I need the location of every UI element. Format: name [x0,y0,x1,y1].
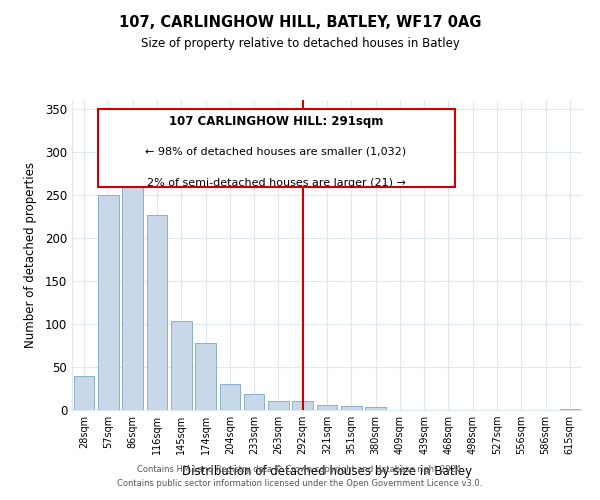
Bar [98,194,119,410]
Bar [292,400,313,410]
Bar [560,409,580,410]
Bar [317,405,337,410]
Bar [146,216,167,410]
Text: Contains HM Land Registry data © Crown copyright and database right 2024.
Contai: Contains HM Land Registry data © Crown c… [118,466,482,487]
Text: ← 98% of detached houses are smaller (1,032): ← 98% of detached houses are smaller (1,… [145,146,407,156]
Bar [74,376,94,410]
X-axis label: Distribution of detached houses by size in Batley: Distribution of detached houses by size … [182,466,472,478]
Bar [171,322,191,410]
Text: 107, CARLINGHOW HILL, BATLEY, WF17 0AG: 107, CARLINGHOW HILL, BATLEY, WF17 0AG [119,15,481,30]
Bar [220,384,240,410]
FancyBboxPatch shape [97,110,455,187]
Y-axis label: Number of detached properties: Number of detached properties [23,162,37,348]
Bar [244,394,265,410]
Text: Size of property relative to detached houses in Batley: Size of property relative to detached ho… [140,38,460,51]
Bar [195,343,216,410]
Bar [341,406,362,410]
Bar [365,406,386,410]
Text: 2% of semi-detached houses are larger (21) →: 2% of semi-detached houses are larger (2… [146,178,406,188]
Bar [122,160,143,410]
Text: 107 CARLINGHOW HILL: 291sqm: 107 CARLINGHOW HILL: 291sqm [169,116,383,128]
Bar [268,400,289,410]
